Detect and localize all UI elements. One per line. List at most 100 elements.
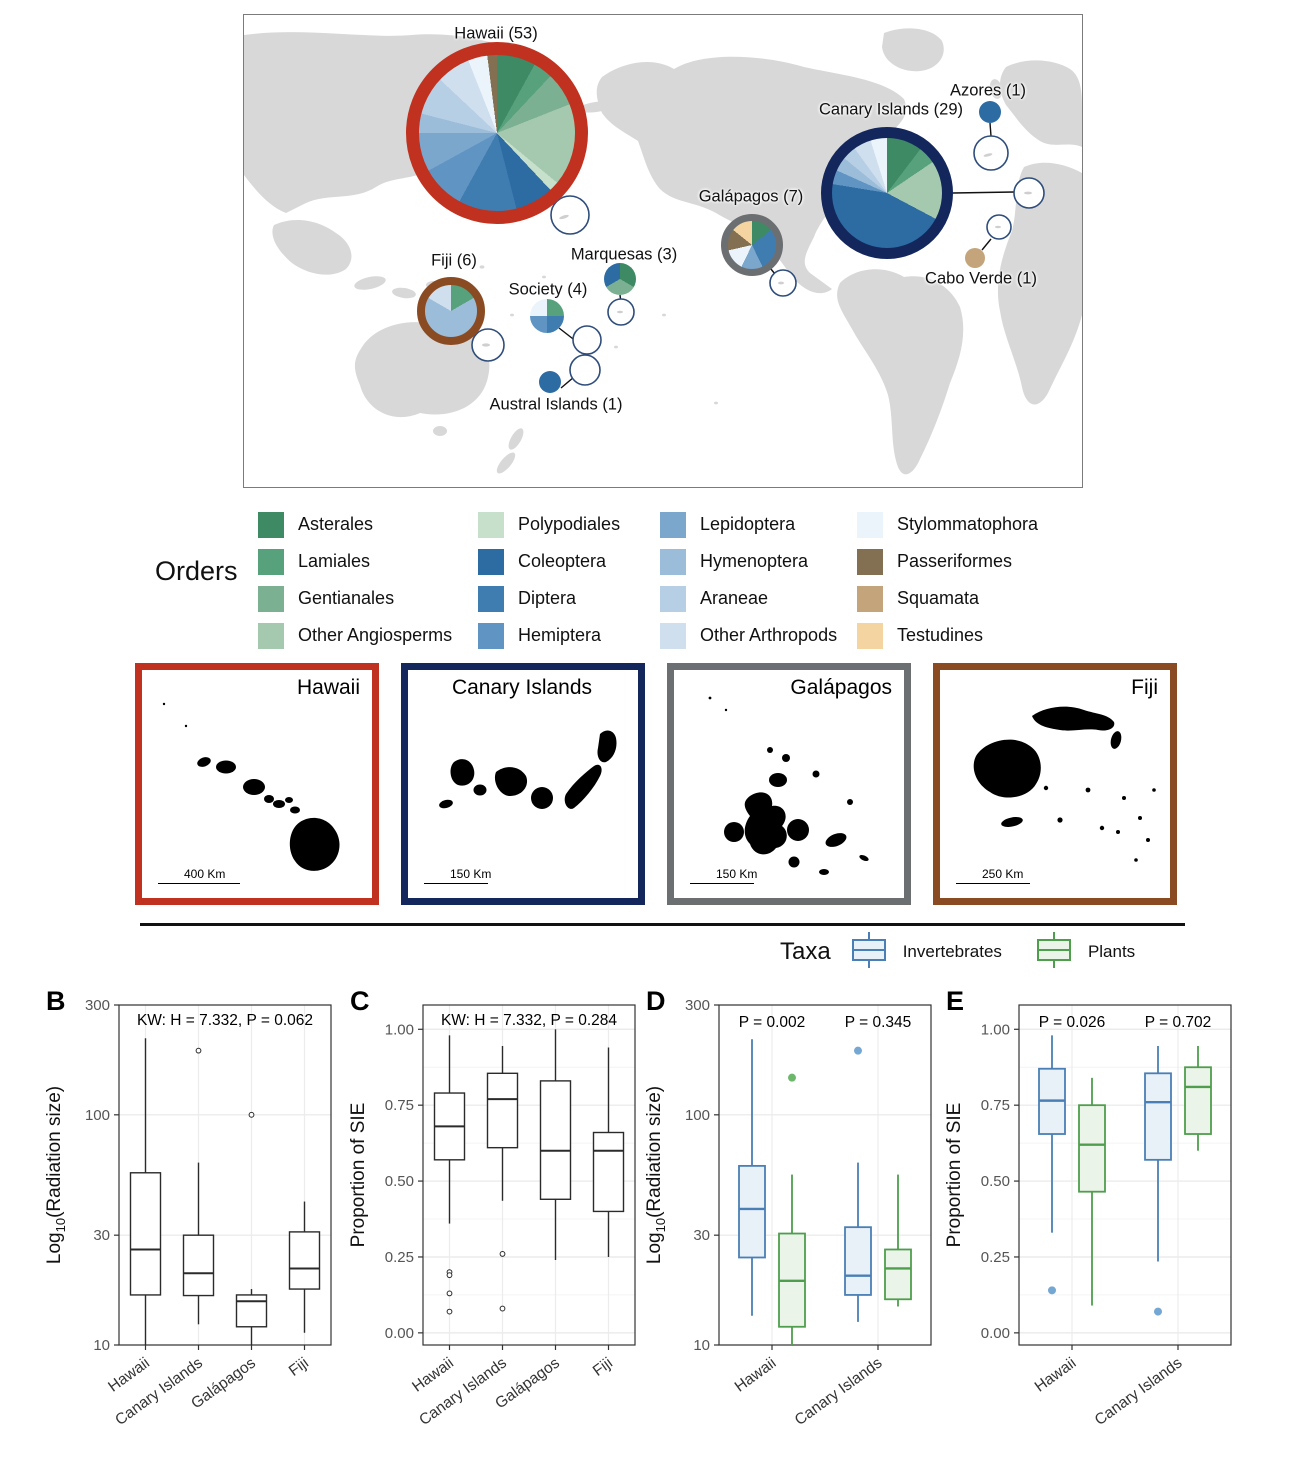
legend-label: Araneae [700,588,769,608]
svg-text:Fiji: Fiji [286,1354,312,1379]
inset-circles [471,135,1045,386]
legend-label: Hemiptera [518,625,602,645]
svg-text:0.75: 0.75 [385,1097,414,1114]
legend-swatch [660,511,686,538]
svg-text:KW: H = 7.332, P = 0.284: KW: H = 7.332, P = 0.284 [441,1012,617,1029]
island-silhouette-map [973,706,1156,862]
island-panel-galápagos: Galápagos 150 Km [667,663,911,905]
landmasses [244,28,1082,475]
pie-azores [979,101,1001,123]
boxplot-E: 0.00 0.25 0.50 0.75 1.00 Proportion of SIE P =… [944,1004,1232,1429]
pie-label-marquesas: Marquesas (3) [570,245,678,264]
boxplot-panel-c: C 0.00 0.25 0.50 0.75 1.00 Proportion of SIE KW… [334,982,649,1476]
svg-text:Proportion of SIE: Proportion of SIE [348,1103,369,1248]
svg-text:0.00: 0.00 [981,1325,1010,1342]
pie-society [530,299,564,333]
pie-canary-islands [821,127,953,259]
legend-label: Lamiales [298,551,371,571]
legend-label: Lepidoptera [700,514,796,534]
taxa-glyph-invertebrates [849,930,889,975]
pie-label-society: Society (4) [508,280,588,299]
taxa-legend-title: Taxa [780,938,831,965]
svg-text:0.25: 0.25 [385,1249,414,1266]
legend-item-polypodiales: Polypodiales [478,506,660,543]
legend-label: Stylommatophora [897,514,1039,534]
legend-swatch [660,622,686,649]
legend-label: Diptera [518,588,577,608]
legend-swatch [857,622,883,649]
island-panel-fiji: Fiji 250 Km [933,663,1177,905]
panel-letter: E [946,986,965,1016]
boxplot-panel-e: E 0.00 0.25 0.50 0.75 1.00 Proportion of SIE P … [930,982,1245,1476]
legend-item-other-arthropods: Other Arthropods [660,617,857,654]
pie-label-galápagos: Galápagos (7) [698,187,804,206]
legend-swatch [857,585,883,612]
legend-swatch [478,585,504,612]
legend-item-asterales: Asterales [258,506,478,543]
svg-text:P = 0.345: P = 0.345 [845,1014,912,1031]
boxplot-C: 0.00 0.25 0.50 0.75 1.00 Proportion of SIE KW:… [348,1004,636,1429]
svg-text:Hawaii: Hawaii [409,1354,457,1395]
legend-item-testudines: Testudines [857,617,1067,654]
pie-fiji [417,277,485,345]
legend-item-passeriformes: Passeriformes [857,543,1067,580]
pie-label-azores: Azores (1) [949,81,1027,100]
boxplot-panel-d: D 10 30 100 300 Log10(Radiation size) P = 0.00… [630,982,945,1476]
taxa-label: Invertebrates [902,942,1002,961]
taxa-legend: Taxa Invertebrates Plants [780,931,1153,973]
svg-text:100: 100 [685,1107,710,1124]
svg-text:Fiji: Fiji [590,1354,616,1379]
legend-swatch [660,585,686,612]
svg-text:30: 30 [93,1227,110,1244]
svg-text:300: 300 [85,997,110,1014]
svg-text:Hawaii: Hawaii [732,1354,780,1395]
island-panel-title: Fiji [1131,676,1158,699]
world-map [244,28,1082,475]
pie-label-fiji: Fiji (6) [431,251,477,270]
taxa-glyph-plants [1034,930,1074,975]
svg-text:P = 0.702: P = 0.702 [1145,1014,1212,1031]
legend-swatch [258,511,284,538]
boxplot-B: 10 30 100 300 Log10(Radiation size) KW: H = 7… [44,997,332,1429]
panel-letter: D [646,986,666,1016]
island-panels-row: Hawaii 400 Km Canary Islands 150 Km Galápa… [135,663,1177,905]
island-silhouette-map [708,696,869,875]
legend-item-hymenoptera: Hymenoptera [660,543,857,580]
svg-text:Log10(Radiation size): Log10(Radiation size) [44,1086,68,1264]
svg-text:0.75: 0.75 [981,1097,1010,1114]
svg-text:P = 0.026: P = 0.026 [1039,1014,1106,1031]
legend-label: Other Arthropods [700,625,838,645]
scale-bar: 400 Km [158,867,240,884]
legend-label: Other Angiosperms [298,625,453,645]
scale-bar: 250 Km [956,867,1030,884]
svg-text:Canary Islands: Canary Islands [1092,1354,1186,1429]
legend-item-diptera: Diptera [478,580,660,617]
svg-text:10: 10 [93,1337,110,1354]
island-silhouette-map [439,730,617,809]
boxplot-D: 10 30 100 300 Log10(Radiation size) P = 0.002… [644,997,932,1429]
svg-text:0.25: 0.25 [981,1249,1010,1266]
section-divider [140,923,1185,926]
legend-swatch [660,548,686,575]
svg-text:Hawaii: Hawaii [1032,1354,1080,1395]
pie-label-canary-islands: Canary Islands (29) [819,100,963,119]
scale-bar: 150 Km [690,867,757,884]
svg-text:1.00: 1.00 [981,1021,1010,1038]
legend-swatch [857,548,883,575]
svg-text:30: 30 [693,1227,710,1244]
scale-bar-line [690,883,754,884]
svg-text:P = 0.002: P = 0.002 [739,1014,806,1031]
svg-text:10: 10 [693,1337,710,1354]
svg-text:100: 100 [85,1107,110,1124]
legend-item-coleoptera: Coleoptera [478,543,660,580]
legend-swatch [478,622,504,649]
legend-label: Testudines [897,625,984,645]
pie-label-hawaii: Hawaii (53) [454,24,538,43]
legend-item-other-angiosperms: Other Angiosperms [258,617,478,654]
scale-bar: 150 Km [424,867,491,884]
scale-bar-label: 400 Km [184,867,226,881]
legend-swatch [478,548,504,575]
pie-label-cabo-verde: Cabo Verde (1) [925,269,1037,288]
legend-item-gentianales: Gentianales [258,580,478,617]
